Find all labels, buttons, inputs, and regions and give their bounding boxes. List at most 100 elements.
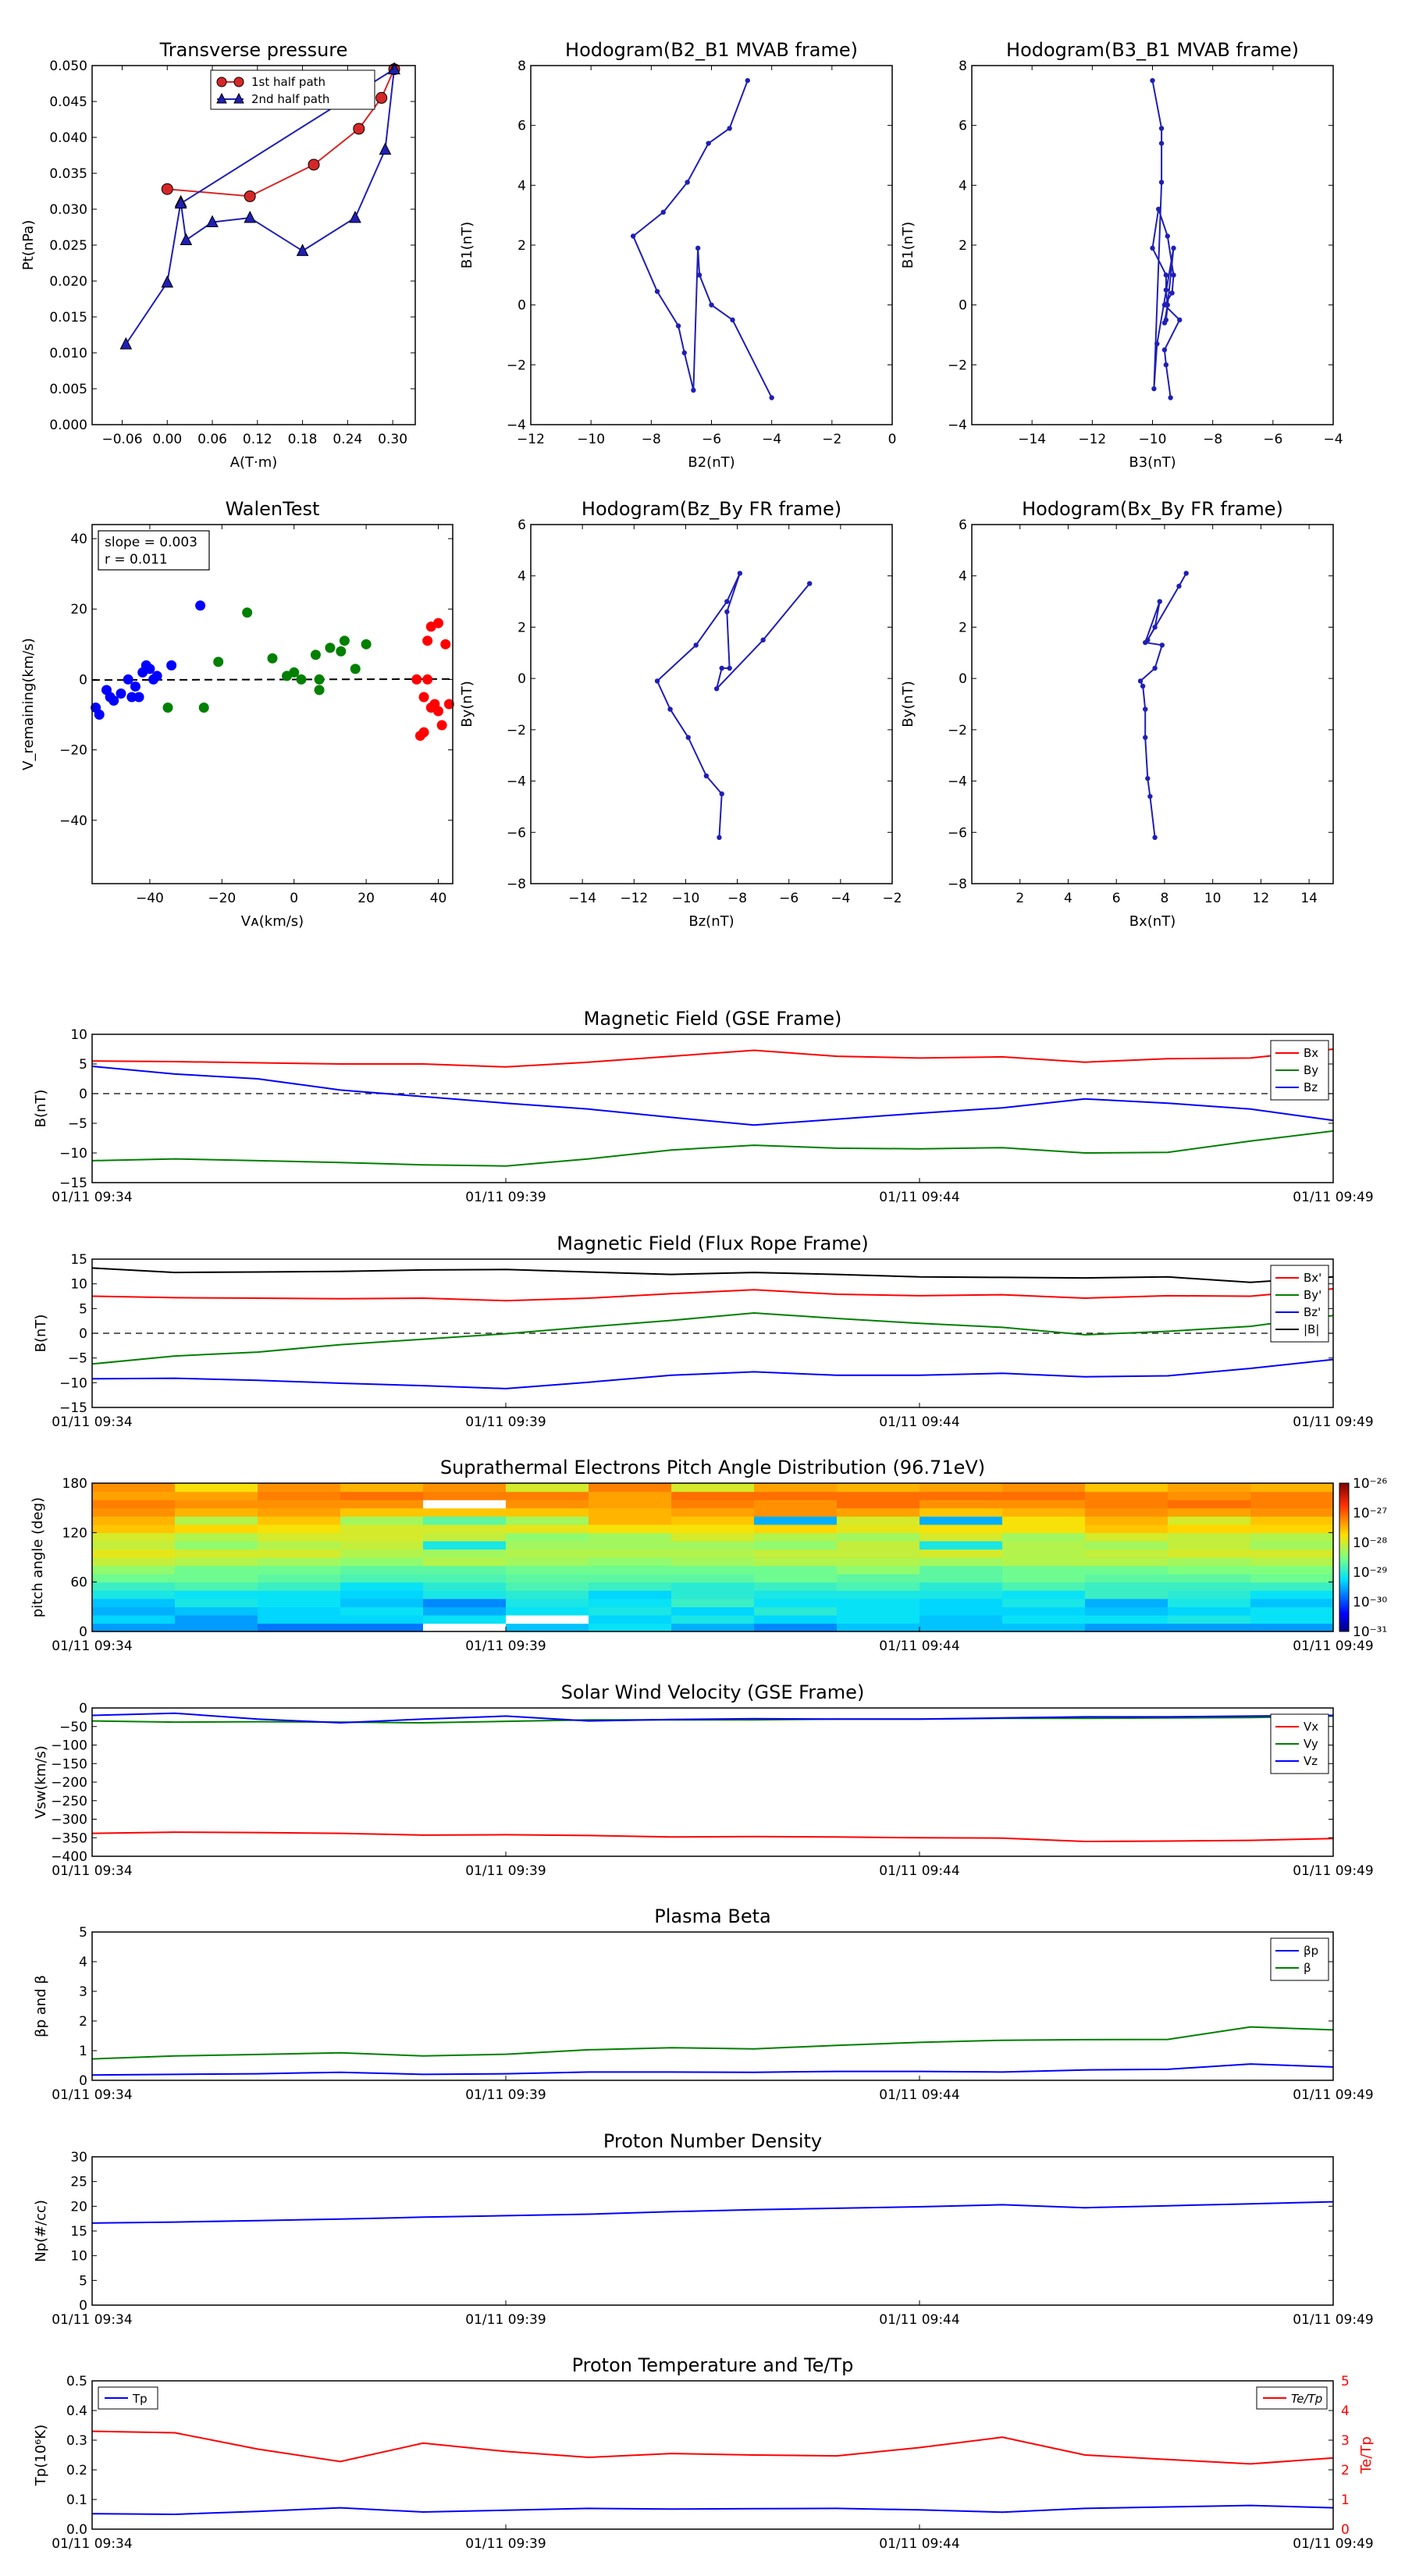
pad-cell bbox=[754, 1574, 838, 1583]
h1-xtick-label: 0 bbox=[888, 432, 897, 447]
tp-xtick-label: −0.06 bbox=[101, 432, 142, 447]
pad-cell bbox=[589, 1491, 672, 1500]
pad-cell bbox=[1002, 1582, 1086, 1591]
pad-cell bbox=[175, 1614, 258, 1624]
ts5-ytick-label: 15 bbox=[70, 2224, 87, 2240]
tp-series-1 bbox=[119, 62, 400, 350]
h1-point bbox=[685, 180, 690, 185]
h4-ytick-label: 0 bbox=[959, 671, 967, 687]
pad-cell bbox=[423, 1500, 507, 1509]
ts5-xtick-label: 01/11 09:34 bbox=[52, 2312, 132, 2328]
wt-xtick-label: 0 bbox=[290, 891, 298, 906]
pad-cell bbox=[506, 1598, 589, 1607]
pad-cell bbox=[589, 1623, 672, 1632]
pad-frame bbox=[91, 1482, 1334, 1632]
tp-ylabel: Pt(nPa) bbox=[20, 220, 37, 270]
pad-cell bbox=[754, 1606, 838, 1616]
ts2-ytick-label: −5 bbox=[68, 1351, 87, 1367]
h4-ylabel: By(nT) bbox=[900, 681, 916, 727]
ts3-ytick-label: −400 bbox=[51, 1849, 87, 1865]
pad-cell bbox=[92, 1606, 176, 1616]
h4-xtick-label: 6 bbox=[1112, 891, 1121, 906]
pad-cell bbox=[423, 1524, 507, 1533]
ts5-ytick-label: 20 bbox=[70, 2199, 87, 2215]
h3-point bbox=[703, 773, 710, 779]
pad-cell bbox=[258, 1557, 341, 1567]
h3-xtick-label: −14 bbox=[568, 891, 596, 906]
pad-cell bbox=[340, 1623, 424, 1632]
pad-cell bbox=[423, 1598, 507, 1607]
pad-cell bbox=[92, 1565, 176, 1574]
pad-cell bbox=[919, 1524, 1003, 1533]
tp-xtick-label: 0.30 bbox=[378, 432, 407, 447]
pad-cell bbox=[919, 1582, 1003, 1591]
ts3-ytick-label: −100 bbox=[51, 1738, 87, 1754]
wt-fit-line bbox=[91, 678, 454, 681]
ts1-series-line bbox=[91, 1130, 1334, 1167]
ts2-xtick-label: 01/11 09:39 bbox=[465, 1414, 546, 1430]
pad-cell bbox=[919, 1598, 1003, 1607]
ts6-ylabel: Tp(10⁶K) bbox=[33, 2425, 49, 2486]
h2-point bbox=[1163, 287, 1169, 293]
pad-cell bbox=[92, 1532, 176, 1542]
pad-cell bbox=[919, 1516, 1003, 1525]
h4-point bbox=[1137, 678, 1144, 684]
ts4-title: Plasma Beta bbox=[654, 1905, 770, 1927]
h1-ytick-label: 0 bbox=[518, 298, 526, 314]
pad-cell bbox=[1002, 1623, 1086, 1632]
ts3-ytick-label: −50 bbox=[59, 1720, 87, 1735]
h4-ytick-label: 2 bbox=[959, 620, 967, 635]
timeseries-chart-ts4: 0 1 2 3 4 5 01/11 09:34 01/11 09:39 01/11 09:44 0… bbox=[33, 1905, 1374, 2103]
pad-cell bbox=[1168, 1507, 1251, 1517]
h2-xtick-label: −6 bbox=[1263, 432, 1282, 447]
ts6-frame bbox=[91, 2380, 1334, 2530]
tp-point bbox=[180, 233, 193, 246]
pad-cell bbox=[175, 1549, 258, 1558]
ts5-xtick-label: 01/11 09:39 bbox=[465, 2312, 546, 2328]
ts6-legend-label: Tp bbox=[132, 2392, 148, 2406]
pad-cell bbox=[837, 1483, 920, 1493]
pad-ytick-label: 60 bbox=[70, 1575, 87, 1591]
pad-ytick-label: 180 bbox=[62, 1476, 87, 1492]
pad-cell bbox=[589, 1507, 672, 1517]
h2-point bbox=[1158, 141, 1165, 146]
ts1-ytick-label: 5 bbox=[79, 1057, 87, 1073]
pad-cell bbox=[423, 1516, 507, 1525]
pad-cell bbox=[1250, 1557, 1334, 1567]
pad-cell bbox=[671, 1491, 755, 1500]
pad-cell bbox=[837, 1557, 920, 1567]
pad-cell bbox=[919, 1483, 1003, 1493]
tp-point bbox=[349, 210, 361, 223]
pad-cell bbox=[175, 1524, 258, 1533]
pad-cell bbox=[919, 1590, 1003, 1599]
pad-cell bbox=[919, 1491, 1003, 1500]
wt-point bbox=[195, 600, 206, 611]
pad-cell bbox=[423, 1540, 507, 1550]
ts3-legend-label: Vx bbox=[1304, 1720, 1318, 1734]
ts4-xtick-label: 01/11 09:34 bbox=[52, 2087, 132, 2103]
pad-cell bbox=[340, 1540, 424, 1550]
wt-ytick-label: 0 bbox=[79, 672, 87, 688]
pad-cell bbox=[589, 1606, 672, 1616]
pad-cell bbox=[423, 1549, 507, 1558]
pad-cell bbox=[671, 1574, 755, 1583]
pad-cell bbox=[258, 1590, 341, 1599]
ts3-ytick-label: −150 bbox=[51, 1756, 87, 1772]
tp-ytick-label: 0.050 bbox=[49, 59, 87, 74]
tp-point bbox=[206, 215, 219, 228]
pad-cell bbox=[1085, 1507, 1168, 1517]
pad-cell bbox=[175, 1491, 258, 1500]
wt-point bbox=[436, 720, 447, 731]
pad-cell bbox=[1250, 1598, 1334, 1607]
pad-cell bbox=[919, 1623, 1003, 1632]
ts3-xtick-label: 01/11 09:39 bbox=[465, 1863, 546, 1879]
pad-cell bbox=[175, 1483, 258, 1493]
pad-cell bbox=[258, 1524, 341, 1533]
pad-colorbar-label: 10⁻²⁸ bbox=[1353, 1535, 1387, 1551]
h2-series-line bbox=[1151, 80, 1181, 398]
tp-point bbox=[119, 336, 133, 350]
wt-point bbox=[325, 642, 336, 653]
pad-cell bbox=[671, 1623, 755, 1632]
pad-cell bbox=[589, 1574, 672, 1583]
pad-cell bbox=[1085, 1524, 1168, 1533]
